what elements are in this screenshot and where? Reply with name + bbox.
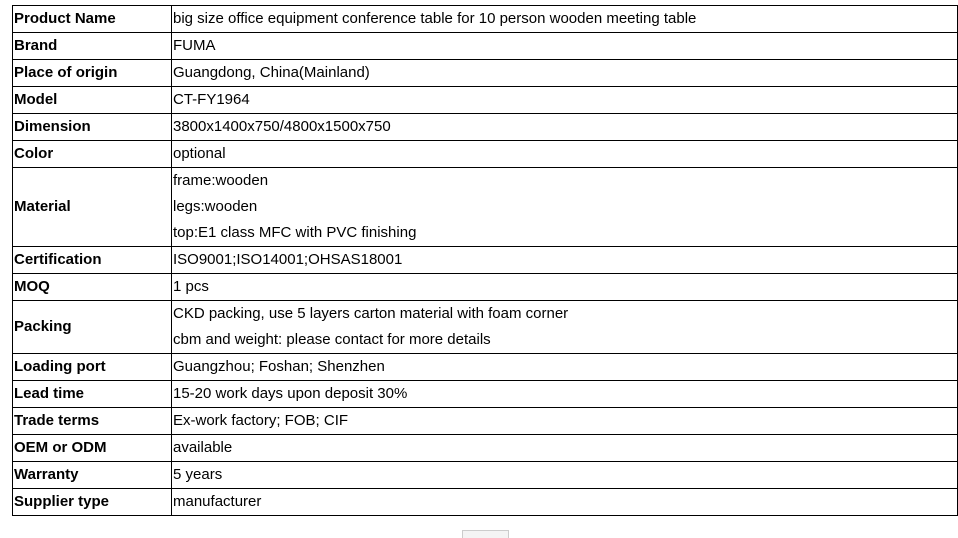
value-line: cbm and weight: please contact for more … (173, 331, 491, 348)
value-line: FUMA (173, 37, 216, 54)
row-label: Place of origin (12, 59, 172, 87)
table-row: Lead time 15-20 work days upon deposit 30… (12, 380, 958, 408)
row-value: frame:wooden legs:wooden top:E1 class MFC … (171, 167, 958, 247)
row-label: OEM or ODM (12, 434, 172, 462)
table-row: Brand FUMA (12, 32, 958, 60)
row-label: Lead time (12, 380, 172, 408)
table-row: OEM or ODM available (12, 434, 958, 462)
value-line: optional (173, 145, 226, 162)
row-value: 1 pcs (171, 273, 958, 301)
product-spec-table: Product Name big size office equipment co… (12, 5, 958, 516)
row-label: Product Name (12, 5, 172, 33)
table-row: MOQ 1 pcs (12, 273, 958, 301)
row-label: Material (12, 167, 172, 247)
row-value: ISO9001;ISO14001;OHSAS18001 (171, 246, 958, 274)
table-row: Packing CKD packing, use 5 layers carton … (12, 300, 958, 354)
value-line: frame:wooden (173, 172, 269, 189)
value-line: available (173, 439, 233, 456)
row-label: Trade terms (12, 407, 172, 435)
table-row: Loading port Guangzhou; Foshan; Shenzhen (12, 353, 958, 381)
row-value: 5 years (171, 461, 958, 489)
value-line: 1 pcs (173, 278, 209, 295)
row-value: manufacturer (171, 488, 958, 516)
row-value: Ex-work factory; FOB; CIF (171, 407, 958, 435)
table-row: Certification ISO9001;ISO14001;OHSAS18001 (12, 246, 958, 274)
value-line: big size office equipment conference tab… (173, 10, 697, 27)
row-value: CKD packing, use 5 layers carton materia… (171, 300, 958, 354)
table-row: Place of origin Guangdong, China(Mainland… (12, 59, 958, 87)
row-label: Certification (12, 246, 172, 274)
row-value: 15-20 work days upon deposit 30% (171, 380, 958, 408)
value-line: 5 years (173, 466, 223, 483)
table-row: Dimension 3800x1400x750/4800x1500x750 (12, 113, 958, 141)
row-value: Guangdong, China(Mainland) (171, 59, 958, 87)
row-label: Supplier type (12, 488, 172, 516)
row-value: CT-FY1964 (171, 86, 958, 114)
value-line: ISO9001;ISO14001;OHSAS18001 (173, 251, 403, 268)
row-label: Color (12, 140, 172, 168)
row-label: Dimension (12, 113, 172, 141)
row-label: Packing (12, 300, 172, 354)
row-label: Model (12, 86, 172, 114)
value-line: Guangzhou; Foshan; Shenzhen (173, 358, 385, 375)
row-value: 3800x1400x750/4800x1500x750 (171, 113, 958, 141)
row-label: Brand (12, 32, 172, 60)
value-line: 15-20 work days upon deposit 30% (173, 385, 408, 402)
value-line: top:E1 class MFC with PVC finishing (173, 224, 417, 241)
row-label: Warranty (12, 461, 172, 489)
table-row: Color optional (12, 140, 958, 168)
value-line: CKD packing, use 5 layers carton materia… (173, 305, 569, 322)
table-row: Warranty 5 years (12, 461, 958, 489)
table-row: Supplier type manufacturer (12, 488, 958, 516)
resize-handle[interactable] (462, 530, 509, 538)
row-value: FUMA (171, 32, 958, 60)
row-label: Loading port (12, 353, 172, 381)
value-line: CT-FY1964 (173, 91, 250, 108)
row-value: available (171, 434, 958, 462)
value-line: legs:wooden (173, 198, 258, 215)
value-line: manufacturer (173, 493, 262, 510)
row-value: big size office equipment conference tab… (171, 5, 958, 33)
value-line: Guangdong, China(Mainland) (173, 64, 370, 81)
table-row: Trade terms Ex-work factory; FOB; CIF (12, 407, 958, 435)
row-value: Guangzhou; Foshan; Shenzhen (171, 353, 958, 381)
value-line: 3800x1400x750/4800x1500x750 (173, 118, 391, 135)
table-row: Product Name big size office equipment co… (12, 5, 958, 33)
row-value: optional (171, 140, 958, 168)
value-line: Ex-work factory; FOB; CIF (173, 412, 349, 429)
row-label: MOQ (12, 273, 172, 301)
table-row: Model CT-FY1964 (12, 86, 958, 114)
table-row: Material frame:wooden legs:wooden top:E1 cl… (12, 167, 958, 247)
